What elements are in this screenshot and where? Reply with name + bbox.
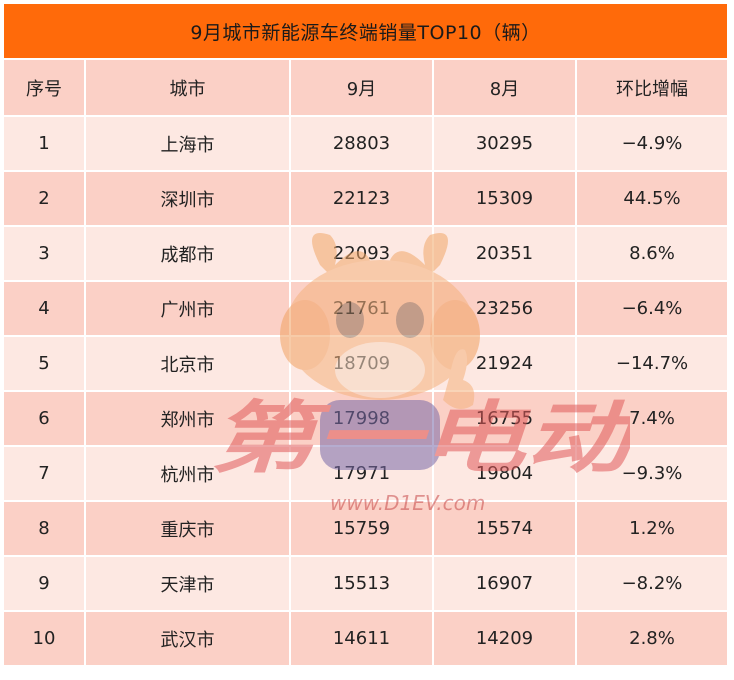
cell-september: 14611 [291, 612, 434, 667]
cell-city: 上海市 [86, 117, 291, 172]
table-row: 10 武汉市 14611 14209 2.8% [4, 612, 727, 667]
cell-mom-change: −8.2% [577, 557, 727, 612]
cell-rank: 6 [4, 392, 86, 447]
cell-august: 16755 [434, 392, 577, 447]
table-row: 8 重庆市 15759 15574 1.2% [4, 502, 727, 557]
cell-rank: 9 [4, 557, 86, 612]
cell-september: 18709 [291, 337, 434, 392]
cell-mom-change: 1.2% [577, 502, 727, 557]
cell-september: 15759 [291, 502, 434, 557]
table-row: 6 郑州市 17998 16755 7.4% [4, 392, 727, 447]
table-row: 1 上海市 28803 30295 −4.9% [4, 117, 727, 172]
cell-september: 22123 [291, 172, 434, 227]
cell-rank: 5 [4, 337, 86, 392]
cell-august: 21924 [434, 337, 577, 392]
cell-august: 20351 [434, 227, 577, 282]
table-row: 9 天津市 15513 16907 −8.2% [4, 557, 727, 612]
cell-city: 郑州市 [86, 392, 291, 447]
cell-september: 17998 [291, 392, 434, 447]
cell-august: 19804 [434, 447, 577, 502]
table-row: 7 杭州市 17971 19804 −9.3% [4, 447, 727, 502]
cell-rank: 10 [4, 612, 86, 667]
cell-mom-change: 7.4% [577, 392, 727, 447]
cell-city: 北京市 [86, 337, 291, 392]
table-row: 4 广州市 21761 23256 −6.4% [4, 282, 727, 337]
header-rank: 序号 [4, 60, 86, 117]
header-mom-change: 环比增幅 [577, 60, 727, 117]
table-row: 2 深圳市 22123 15309 44.5% [4, 172, 727, 227]
cell-mom-change: 2.8% [577, 612, 727, 667]
cell-august: 14209 [434, 612, 577, 667]
cell-city: 成都市 [86, 227, 291, 282]
cell-september: 17971 [291, 447, 434, 502]
cell-august: 30295 [434, 117, 577, 172]
cell-september: 15513 [291, 557, 434, 612]
cell-rank: 4 [4, 282, 86, 337]
cell-mom-change: −9.3% [577, 447, 727, 502]
cell-rank: 8 [4, 502, 86, 557]
table-body: 1 上海市 28803 30295 −4.9% 2 深圳市 22123 15309 44.5% 3 成… [4, 117, 727, 667]
table-title: 9月城市新能源车终端销量TOP10（辆） [4, 4, 727, 58]
cell-city: 深圳市 [86, 172, 291, 227]
cell-september: 21761 [291, 282, 434, 337]
cell-august: 15574 [434, 502, 577, 557]
header-august: 8月 [434, 60, 577, 117]
cell-city: 杭州市 [86, 447, 291, 502]
cell-mom-change: 44.5% [577, 172, 727, 227]
sales-table: 序号 城市 9月 8月 环比增幅 1 上海市 28803 30295 −4.9% 2 深圳市… [4, 60, 727, 667]
cell-august: 16907 [434, 557, 577, 612]
cell-rank: 7 [4, 447, 86, 502]
header-row: 序号 城市 9月 8月 环比增幅 [4, 60, 727, 117]
cell-august: 23256 [434, 282, 577, 337]
cell-rank: 2 [4, 172, 86, 227]
cell-mom-change: 8.6% [577, 227, 727, 282]
cell-city: 重庆市 [86, 502, 291, 557]
cell-rank: 1 [4, 117, 86, 172]
header-city: 城市 [86, 60, 291, 117]
table-row: 3 成都市 22093 20351 8.6% [4, 227, 727, 282]
table-header: 序号 城市 9月 8月 环比增幅 [4, 60, 727, 117]
cell-september: 28803 [291, 117, 434, 172]
header-september: 9月 [291, 60, 434, 117]
cell-city: 天津市 [86, 557, 291, 612]
cell-mom-change: −14.7% [577, 337, 727, 392]
cell-rank: 3 [4, 227, 86, 282]
cell-city: 武汉市 [86, 612, 291, 667]
cell-september: 22093 [291, 227, 434, 282]
cell-mom-change: −6.4% [577, 282, 727, 337]
cell-mom-change: −4.9% [577, 117, 727, 172]
cell-august: 15309 [434, 172, 577, 227]
cell-city: 广州市 [86, 282, 291, 337]
table-row: 5 北京市 18709 21924 −14.7% [4, 337, 727, 392]
